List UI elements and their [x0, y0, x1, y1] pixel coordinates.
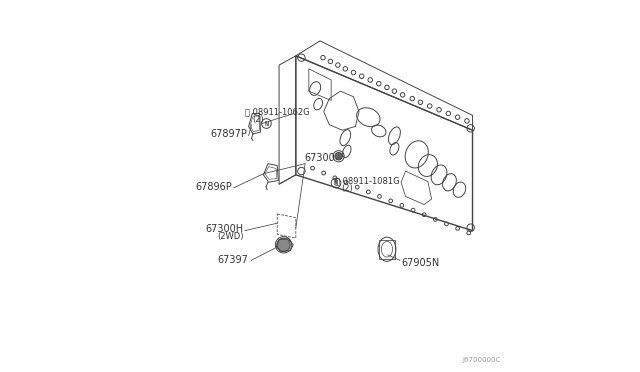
- Text: (2): (2): [341, 184, 353, 193]
- Circle shape: [277, 238, 290, 251]
- Text: 67896P: 67896P: [196, 183, 232, 192]
- Text: (2WD): (2WD): [217, 232, 244, 241]
- Circle shape: [335, 153, 342, 160]
- Text: 67300H: 67300H: [205, 224, 244, 234]
- Text: 67905N: 67905N: [401, 258, 439, 268]
- Text: 67897P: 67897P: [211, 129, 248, 139]
- Text: 67397: 67397: [218, 255, 248, 264]
- Text: (2): (2): [252, 115, 264, 124]
- Text: N: N: [264, 121, 269, 126]
- Text: Ⓝ 08911-1062G: Ⓝ 08911-1062G: [245, 107, 310, 116]
- Text: J6700000C: J6700000C: [462, 357, 500, 363]
- Text: 67300: 67300: [305, 153, 335, 163]
- Text: N: N: [334, 180, 338, 186]
- Text: Ⓝ 08911-1081G: Ⓝ 08911-1081G: [335, 177, 399, 186]
